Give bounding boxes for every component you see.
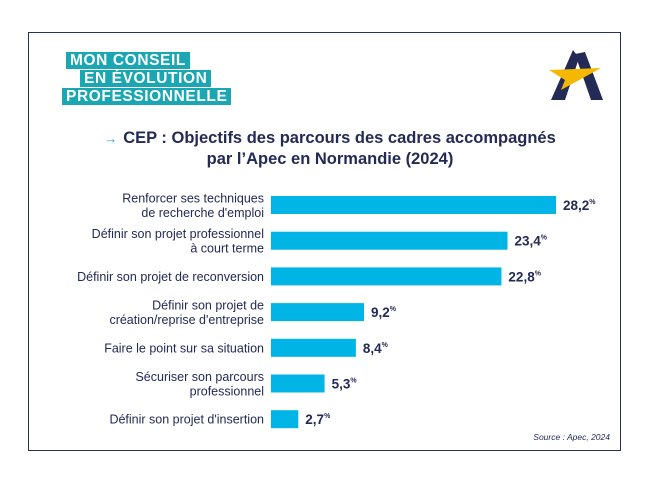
chart-title-line-1: → CEP : Objectifs des parcours des cadres… (60, 128, 600, 149)
bar-4 (271, 338, 356, 357)
bar-1 (271, 231, 508, 250)
category-label-2: Définir son projet de reconversion (77, 270, 264, 284)
category-label-1: Définir son projet professionnel à court … (92, 227, 264, 256)
value-label-6: 2,7% (305, 412, 331, 427)
category-label-0: Renforcer ses techniques de recherche d'e… (122, 191, 264, 220)
chart-title-text-1: CEP : Objectifs des parcours des cadres … (123, 129, 556, 147)
category-label-6: Définir son projet d'insertion (109, 413, 264, 427)
bar-0 (271, 196, 556, 214)
logo-line-1: MON CONSEIL (66, 52, 190, 69)
logo-line-2: EN ÉVOLUTION (80, 70, 212, 87)
bar-6 (271, 410, 299, 429)
value-label-4: 8,4% (363, 341, 389, 356)
bar-3 (271, 303, 364, 322)
value-label-5: 5,3% (332, 377, 358, 392)
bar-2 (271, 267, 502, 286)
category-label-5: Sécuriser son parcours professionnel (135, 370, 264, 399)
arrow-right-icon: → (104, 131, 118, 146)
bar-5 (271, 374, 325, 393)
value-label-2: 22,8% (508, 269, 541, 284)
apec-logo-icon (549, 50, 603, 100)
logo-line-3: PROFESSIONNELLE (62, 88, 232, 105)
category-label-3: Définir son projet de création/reprise d'… (109, 298, 264, 327)
source-note: Source : Apec, 2024 (533, 432, 610, 442)
value-label-1: 23,4% (514, 234, 547, 249)
chart-title-line-2: par l’Apec en Normandie (2024) (206, 150, 454, 168)
category-label-4: Faire le point sur sa situation (104, 341, 264, 355)
chart-title: → CEP : Objectifs des parcours des cadres… (60, 128, 600, 170)
cep-logo: MON CONSEIL EN ÉVOLUTION PROFESSIONNELLE (62, 52, 232, 106)
value-label-0: 28,2% (563, 198, 596, 213)
value-label-3: 9,2% (371, 305, 397, 320)
